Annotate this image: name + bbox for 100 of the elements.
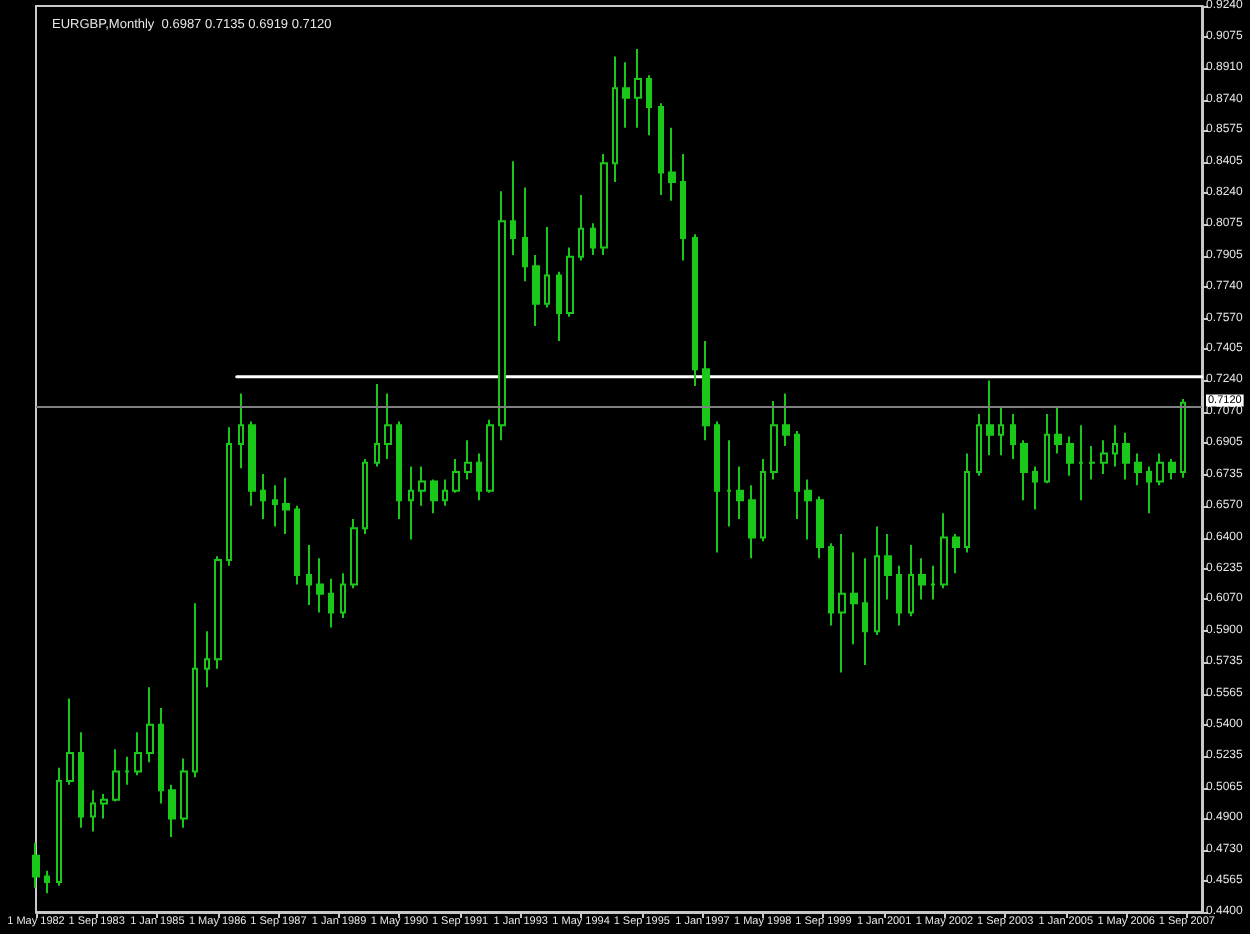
candlestick [350, 517, 358, 590]
candlestick [578, 194, 584, 262]
candlestick [180, 757, 188, 829]
candlestick [850, 551, 858, 646]
candlestick [622, 61, 630, 129]
candlestick [226, 426, 232, 567]
candlestick [646, 74, 652, 137]
candlestick [522, 186, 528, 283]
candlestick [56, 766, 62, 887]
candlestick [896, 564, 902, 627]
candlestick [294, 504, 300, 586]
candlestick [418, 465, 426, 507]
candlestick [1066, 435, 1074, 477]
candlestick [952, 532, 960, 575]
candlestick [976, 413, 982, 477]
candlestick [680, 152, 686, 262]
candlestick [862, 557, 868, 666]
candlestick [874, 525, 880, 636]
candlestick [782, 392, 790, 447]
candlestick [1088, 444, 1096, 481]
candlestick [1146, 465, 1152, 515]
candlestick [498, 190, 506, 442]
candlestick [1044, 413, 1050, 485]
candlestick [316, 557, 324, 614]
candlestick [692, 233, 698, 387]
candlestick [204, 630, 210, 689]
candlestick [248, 420, 256, 507]
candlestick [556, 270, 562, 343]
candlestick [714, 420, 720, 554]
candlestick [1180, 398, 1186, 479]
candlestick [272, 484, 278, 528]
candlestick [124, 755, 130, 786]
candlestick [1032, 465, 1038, 511]
candlestick [634, 48, 642, 129]
candlestick [748, 484, 756, 560]
candlestick [66, 697, 74, 786]
candlestick [260, 472, 266, 520]
candlestick [158, 706, 164, 805]
candlestick [44, 869, 50, 895]
candlestick [1156, 452, 1164, 487]
candlestick [282, 476, 290, 535]
candlestick [32, 841, 40, 889]
candlestick [1010, 413, 1016, 460]
candlestick [816, 495, 824, 560]
candlestick [396, 420, 402, 520]
candlestick [804, 478, 812, 541]
candlestick [430, 478, 438, 515]
candlestick [1168, 458, 1176, 481]
candlestick [770, 399, 778, 481]
candlestick [1020, 439, 1028, 502]
candlestick [362, 458, 368, 535]
candlestick [918, 557, 926, 601]
candlestick [726, 439, 732, 528]
candlestick [600, 152, 608, 256]
candlestick [134, 731, 142, 777]
candlestick [90, 789, 96, 833]
candlestick [930, 564, 936, 601]
candlestick [908, 544, 914, 618]
candlestick [452, 458, 460, 494]
candlestick [986, 379, 994, 457]
candlestick [566, 246, 574, 318]
candlestick [940, 512, 948, 590]
candlestick [532, 253, 540, 328]
candlestick [384, 392, 392, 460]
candlestick [464, 439, 472, 481]
candlestick [1112, 424, 1118, 468]
candlestick [340, 572, 346, 620]
candlestick [214, 555, 222, 670]
candlestick [590, 222, 596, 256]
candlestick [168, 783, 176, 839]
candlestick [1054, 405, 1062, 455]
candlestick [998, 405, 1004, 457]
candlestick [838, 532, 846, 674]
candlestick [146, 686, 154, 764]
candlestick [828, 542, 834, 627]
candlestick [1100, 439, 1108, 475]
candlestick [238, 392, 244, 470]
candlestick [1134, 452, 1142, 487]
candlestick [486, 418, 494, 494]
candlestick [510, 160, 516, 256]
candlestick [374, 383, 380, 468]
candlestick [78, 731, 84, 829]
candlestick [702, 340, 710, 442]
candlestick [442, 478, 448, 507]
candlestick [476, 452, 482, 502]
candlestick [192, 602, 198, 779]
candlestick [760, 458, 766, 543]
candlestick [544, 225, 550, 309]
candlestick [658, 102, 664, 197]
candlestick [668, 126, 676, 202]
candlestick [100, 793, 108, 820]
candlestick [964, 452, 970, 554]
candlestick [1122, 431, 1130, 481]
candlestick [112, 748, 120, 803]
candlestick [884, 532, 892, 601]
candlestick [736, 465, 744, 520]
candlestick [794, 429, 800, 520]
candlestick [612, 55, 618, 183]
candlestick [328, 577, 334, 629]
candlestick [306, 544, 312, 607]
